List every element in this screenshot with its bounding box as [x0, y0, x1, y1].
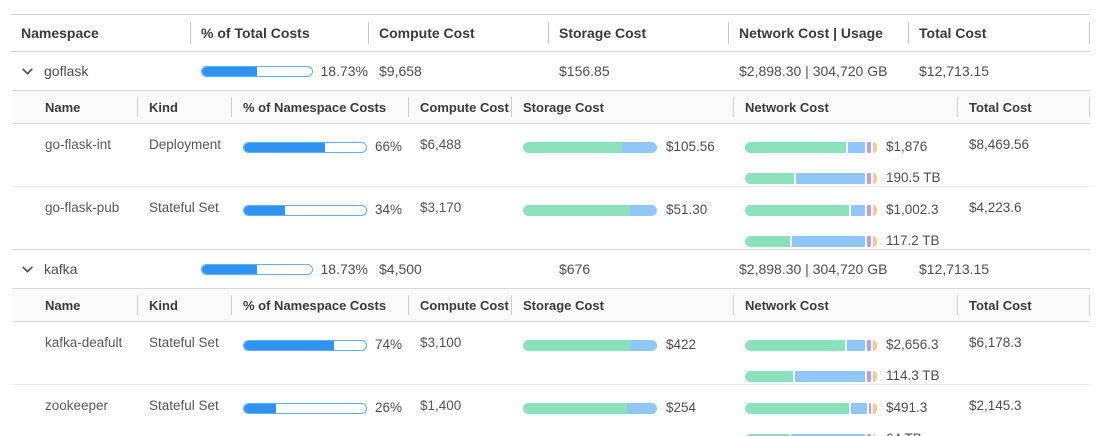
pct-namespace-costs-bar	[243, 204, 367, 216]
storage-cost-label: $254	[666, 400, 697, 415]
network-cost-label: $1,876	[886, 139, 928, 154]
network-usage-label: 190.5 TB	[886, 170, 941, 185]
network-usage-bar	[745, 433, 878, 436]
col-header-storage-cost: Storage Cost	[511, 100, 733, 115]
goflask-workloads-table: Name Kind % of Namespace Costs Compute C…	[12, 90, 1090, 250]
network-cost-bar	[745, 141, 878, 153]
col-header-network-cost: Network Cost	[733, 100, 957, 115]
workload-compute-cost: $3,100	[420, 335, 462, 350]
workload-row-go-flask-pub[interactable]: go-flask-pub Stateful Set 34% $3,170 $51…	[12, 186, 1090, 249]
workload-total-cost: $2,145.3	[969, 398, 1022, 413]
col-header-network-cost: Network Cost	[733, 298, 957, 313]
pct-namespace-costs-bar	[243, 141, 367, 153]
col-header-name: Name	[45, 297, 81, 313]
pct-namespace-costs-bar	[243, 339, 367, 351]
workload-row-go-flask-int[interactable]: go-flask-int Deployment 66% $6,488 $105.…	[12, 124, 1090, 186]
col-header-compute-cost: Compute Cost	[408, 298, 511, 313]
namespace-name: goflask	[44, 63, 89, 79]
namespace-compute-cost: $9,658	[379, 63, 422, 79]
workload-total-cost: $8,469.56	[969, 137, 1030, 152]
col-header-name: Name	[45, 99, 81, 115]
network-cost-bar	[745, 402, 878, 414]
col-header-compute-cost: Compute Cost	[408, 100, 511, 115]
storage-cost-bar	[523, 402, 658, 414]
namespace-compute-cost: $4,500	[379, 261, 422, 277]
kafka-workloads-table: Name Kind % of Namespace Costs Compute C…	[12, 288, 1090, 436]
col-header-pct-namespace-costs: % of Namespace Costs	[231, 298, 408, 313]
workload-compute-cost: $1,400	[420, 398, 462, 413]
namespace-storage-cost: $676	[559, 261, 591, 277]
col-header-total-cost: Total Cost	[957, 298, 1090, 313]
namespace-total-cost: $12,713.15	[919, 261, 990, 277]
storage-cost-label: $105.56	[666, 139, 715, 154]
network-cost-label: $1,002.3	[886, 202, 939, 217]
pct-total-costs-label: 18.73%	[320, 261, 368, 277]
network-usage-bar	[745, 370, 878, 382]
col-header-compute-cost: Compute Cost	[368, 25, 548, 41]
pct-namespace-costs-label: 34%	[375, 202, 403, 217]
workload-row-kafka-deafult[interactable]: kafka-deafult Stateful Set 74% $3,100 $4…	[12, 322, 1090, 384]
network-usage-label: 117.2 TB	[886, 233, 940, 248]
namespace-total-cost: $12,713.15	[919, 63, 990, 79]
pct-total-costs-label: 18.73%	[320, 63, 368, 79]
namespace-row-kafka[interactable]: kafka 18.73% $4,500 $676 $2,898.30 | 304…	[10, 250, 1090, 288]
col-header-kind: Kind	[137, 298, 231, 313]
pct-namespace-costs-label: 26%	[375, 400, 403, 415]
namespace-row-goflask[interactable]: goflask 18.73% $9,658 $156.85 $2,898.30 …	[10, 52, 1090, 90]
col-header-kind: Kind	[137, 100, 231, 115]
col-header-pct-namespace-costs: % of Namespace Costs	[231, 100, 408, 115]
pct-namespace-costs-bar	[243, 402, 367, 414]
col-header-network-cost-usage: Network Cost | Usage	[728, 25, 908, 41]
workload-kind: Stateful Set	[149, 335, 219, 350]
workload-name: go-flask-pub	[45, 200, 120, 215]
network-usage-label: 114.3 TB	[886, 368, 940, 383]
workload-kind: Deployment	[149, 137, 222, 152]
col-header-total-cost: Total Cost	[957, 100, 1090, 115]
namespace-network-cost-usage: $2,898.30 | 304,720 GB	[739, 63, 888, 79]
col-header-total-cost: Total Cost	[908, 25, 1090, 41]
storage-cost-bar	[523, 204, 658, 216]
workload-total-cost: $6,178.3	[969, 335, 1022, 350]
chevron-down-icon[interactable]	[21, 263, 34, 276]
storage-cost-bar	[523, 339, 658, 351]
col-header-pct-total-costs: % of Total Costs	[190, 25, 368, 41]
network-usage-bar	[745, 172, 878, 184]
network-cost-label: $2,656.3	[886, 337, 939, 352]
network-cost-bar	[745, 339, 878, 351]
workload-total-cost: $4,223.6	[969, 200, 1022, 215]
workload-compute-cost: $6,488	[420, 137, 462, 152]
network-usage-label: 64 TB	[886, 431, 922, 436]
workload-kind: Stateful Set	[149, 398, 219, 413]
workload-kind: Stateful Set	[149, 200, 219, 215]
network-usage-bar	[745, 235, 878, 247]
namespace-storage-cost: $156.85	[559, 63, 610, 79]
col-header-namespace: Namespace	[21, 25, 99, 41]
workload-name: go-flask-int	[45, 137, 112, 152]
pct-namespace-costs-label: 74%	[375, 337, 403, 352]
workload-row-zookeeper[interactable]: zookeeper Stateful Set 26% $1,400 $254	[12, 384, 1090, 436]
workload-table-header: Name Kind % of Namespace Costs Compute C…	[12, 91, 1090, 124]
network-cost-bar	[745, 204, 878, 216]
workload-compute-cost: $3,170	[420, 200, 462, 215]
storage-cost-label: $51.30	[666, 202, 708, 217]
storage-cost-bar	[523, 141, 658, 153]
main-table-header: Namespace % of Total Costs Compute Cost …	[10, 14, 1090, 52]
pct-namespace-costs-label: 66%	[375, 139, 403, 154]
network-cost-label: $491.3	[886, 400, 928, 415]
col-header-storage-cost: Storage Cost	[548, 25, 728, 41]
namespace-name: kafka	[44, 261, 78, 277]
cost-allocation-table: Namespace % of Total Costs Compute Cost …	[10, 14, 1090, 436]
col-header-storage-cost: Storage Cost	[511, 298, 733, 313]
namespace-network-cost-usage: $2,898.30 | 304,720 GB	[739, 261, 888, 277]
chevron-down-icon[interactable]	[21, 65, 34, 78]
storage-cost-label: $422	[666, 337, 697, 352]
pct-total-costs-bar	[201, 263, 313, 275]
workload-name: zookeeper	[45, 398, 109, 413]
workload-table-header: Name Kind % of Namespace Costs Compute C…	[12, 289, 1090, 322]
workload-name: kafka-deafult	[45, 335, 123, 350]
pct-total-costs-bar	[201, 65, 313, 77]
